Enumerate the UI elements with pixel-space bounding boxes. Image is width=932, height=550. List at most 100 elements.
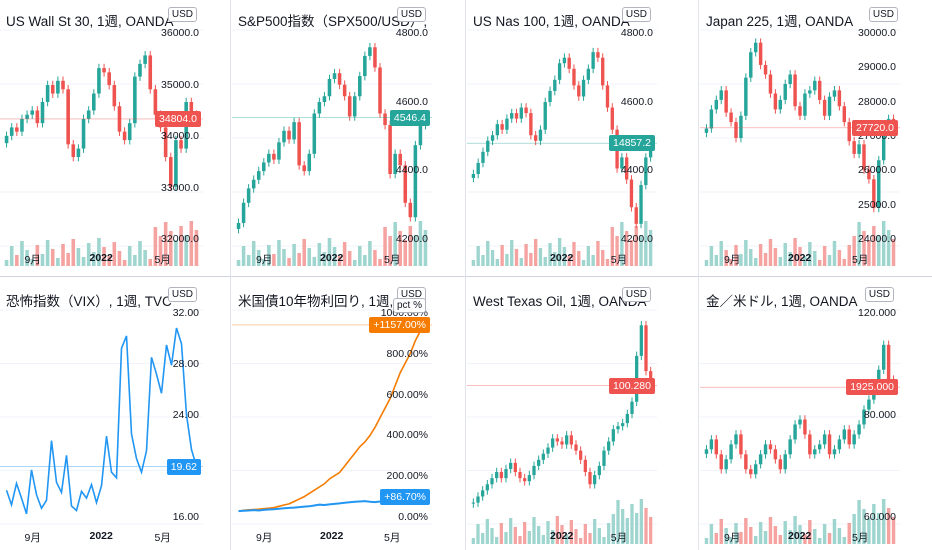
candle-body <box>857 424 861 435</box>
candle-body <box>388 125 392 174</box>
volume-bar <box>413 235 418 266</box>
candle-body <box>519 107 523 119</box>
y-axis-tick: 28.00 <box>172 358 199 370</box>
volume-bar <box>749 527 753 544</box>
volume-bar <box>719 241 723 266</box>
candle-body <box>572 68 576 86</box>
chart-canvas <box>467 29 657 266</box>
volume-bar <box>500 245 504 266</box>
candle-body <box>724 459 728 470</box>
col-divider-1 <box>230 0 231 550</box>
currency-button[interactable]: USD <box>167 287 197 302</box>
candle-body <box>788 439 792 455</box>
volume-bar <box>15 255 19 266</box>
candle-body <box>546 447 550 454</box>
volume-bar <box>620 222 624 266</box>
volume-bar <box>378 259 382 266</box>
y-axis-tick: 32000.0 <box>161 233 199 245</box>
candle-body <box>588 472 592 485</box>
candle-body <box>586 68 591 80</box>
volume-bar <box>533 239 538 266</box>
volume-bar <box>92 252 96 266</box>
volume-bar <box>891 239 896 266</box>
chart-pane-vix[interactable]: 恐怖指数（VIX）, 1週, TVCUSD32.0028.0024.0020.0… <box>0 280 203 550</box>
candle-body <box>597 465 601 476</box>
volume-bar <box>548 243 552 266</box>
currency-button[interactable]: USD <box>167 7 197 22</box>
y-axis-tick: 36000.0 <box>161 27 199 39</box>
chart-pane-us10y[interactable]: 米国債10年物利回り, 1週, TVC USD pct % 1000.00% 800.0… <box>232 280 432 550</box>
candle-body <box>768 444 773 450</box>
candle-body <box>551 438 555 448</box>
candle-body <box>560 441 564 445</box>
y-axis-tick: 4600.0 <box>395 95 428 108</box>
candle-body <box>788 74 792 84</box>
volume-bar <box>555 516 559 544</box>
volume-bar <box>505 254 509 266</box>
candle-body <box>45 85 50 102</box>
y-axis-tick: 800.00% <box>386 347 428 360</box>
volume-bar <box>881 221 886 266</box>
candle-body <box>337 73 342 85</box>
volume-bar <box>189 221 194 266</box>
volume-bar <box>537 526 541 544</box>
candle-body <box>734 434 738 445</box>
candle-body <box>61 80 65 90</box>
volume-bar <box>593 519 597 544</box>
candle-body <box>739 434 743 455</box>
candle-body <box>877 160 881 208</box>
volume-bar <box>518 536 522 544</box>
currency-button[interactable]: USD <box>621 287 651 302</box>
candle-body <box>383 113 387 126</box>
volume-bar <box>546 521 550 544</box>
chart-pane-wti[interactable]: West Texas Oil, 1週, OANDA USD 100.280 2022 5… <box>467 280 657 550</box>
volume-bar <box>122 260 127 266</box>
volume-bar <box>481 533 485 544</box>
unit-button[interactable]: pct % <box>392 298 426 313</box>
last-price-label: 100.280 <box>609 377 655 394</box>
currency-button[interactable]: USD <box>868 7 898 22</box>
candle-body <box>297 122 301 166</box>
candle-body <box>513 462 517 473</box>
candle-body <box>581 79 586 97</box>
volume-bar <box>4 260 9 266</box>
volume-bar <box>117 251 122 266</box>
volume-bar <box>20 241 24 266</box>
chart-pane-nas100[interactable]: US Nas 100, 1週, OANDA USD 4800.0 4600.0 4400… <box>467 0 657 272</box>
candle-body <box>20 118 24 132</box>
candle-body <box>620 157 624 169</box>
volume-bar <box>504 532 508 544</box>
currency-button[interactable]: USD <box>621 7 651 22</box>
volume-bar <box>71 239 76 266</box>
currency-button[interactable]: USD <box>396 7 426 22</box>
candle-body <box>886 344 891 380</box>
volume-bar <box>241 246 246 266</box>
volume-bar <box>471 260 476 266</box>
candle-body <box>352 96 357 117</box>
currency-button[interactable]: USD <box>864 287 894 302</box>
candle-body <box>610 107 614 130</box>
candle-body <box>189 102 194 115</box>
volume-bar <box>490 250 495 266</box>
candle-body <box>832 90 837 97</box>
volume-bar <box>246 255 251 266</box>
volume-bar <box>822 524 827 544</box>
candle-body <box>553 79 557 91</box>
candle-body <box>624 157 629 180</box>
volume-bar <box>565 534 569 544</box>
chart-pane-gold[interactable]: 金／米ドル, 1週, OANDA USD 120.000 80.000 60.000 19… <box>700 280 900 550</box>
candle-body <box>510 113 514 119</box>
chart-pane-us-wall-st[interactable]: US Wall St 30, 1週, OANDA USD 36000.0 35000.… <box>0 0 203 272</box>
volume-bar <box>822 246 827 266</box>
volume-bar <box>158 236 163 266</box>
volume-bar <box>847 523 851 544</box>
candle-body <box>629 179 634 208</box>
candle-body <box>107 72 111 86</box>
volume-bar <box>398 231 402 266</box>
chart-pane-japan225[interactable]: Japan 225, 1週, OANDA USD 30000.0 29000.0 280… <box>700 0 900 272</box>
volume-bar <box>481 255 485 266</box>
volume-bar <box>714 255 719 266</box>
volume-bar <box>891 517 896 544</box>
y-axis-tick: 4600.0 <box>620 95 653 108</box>
